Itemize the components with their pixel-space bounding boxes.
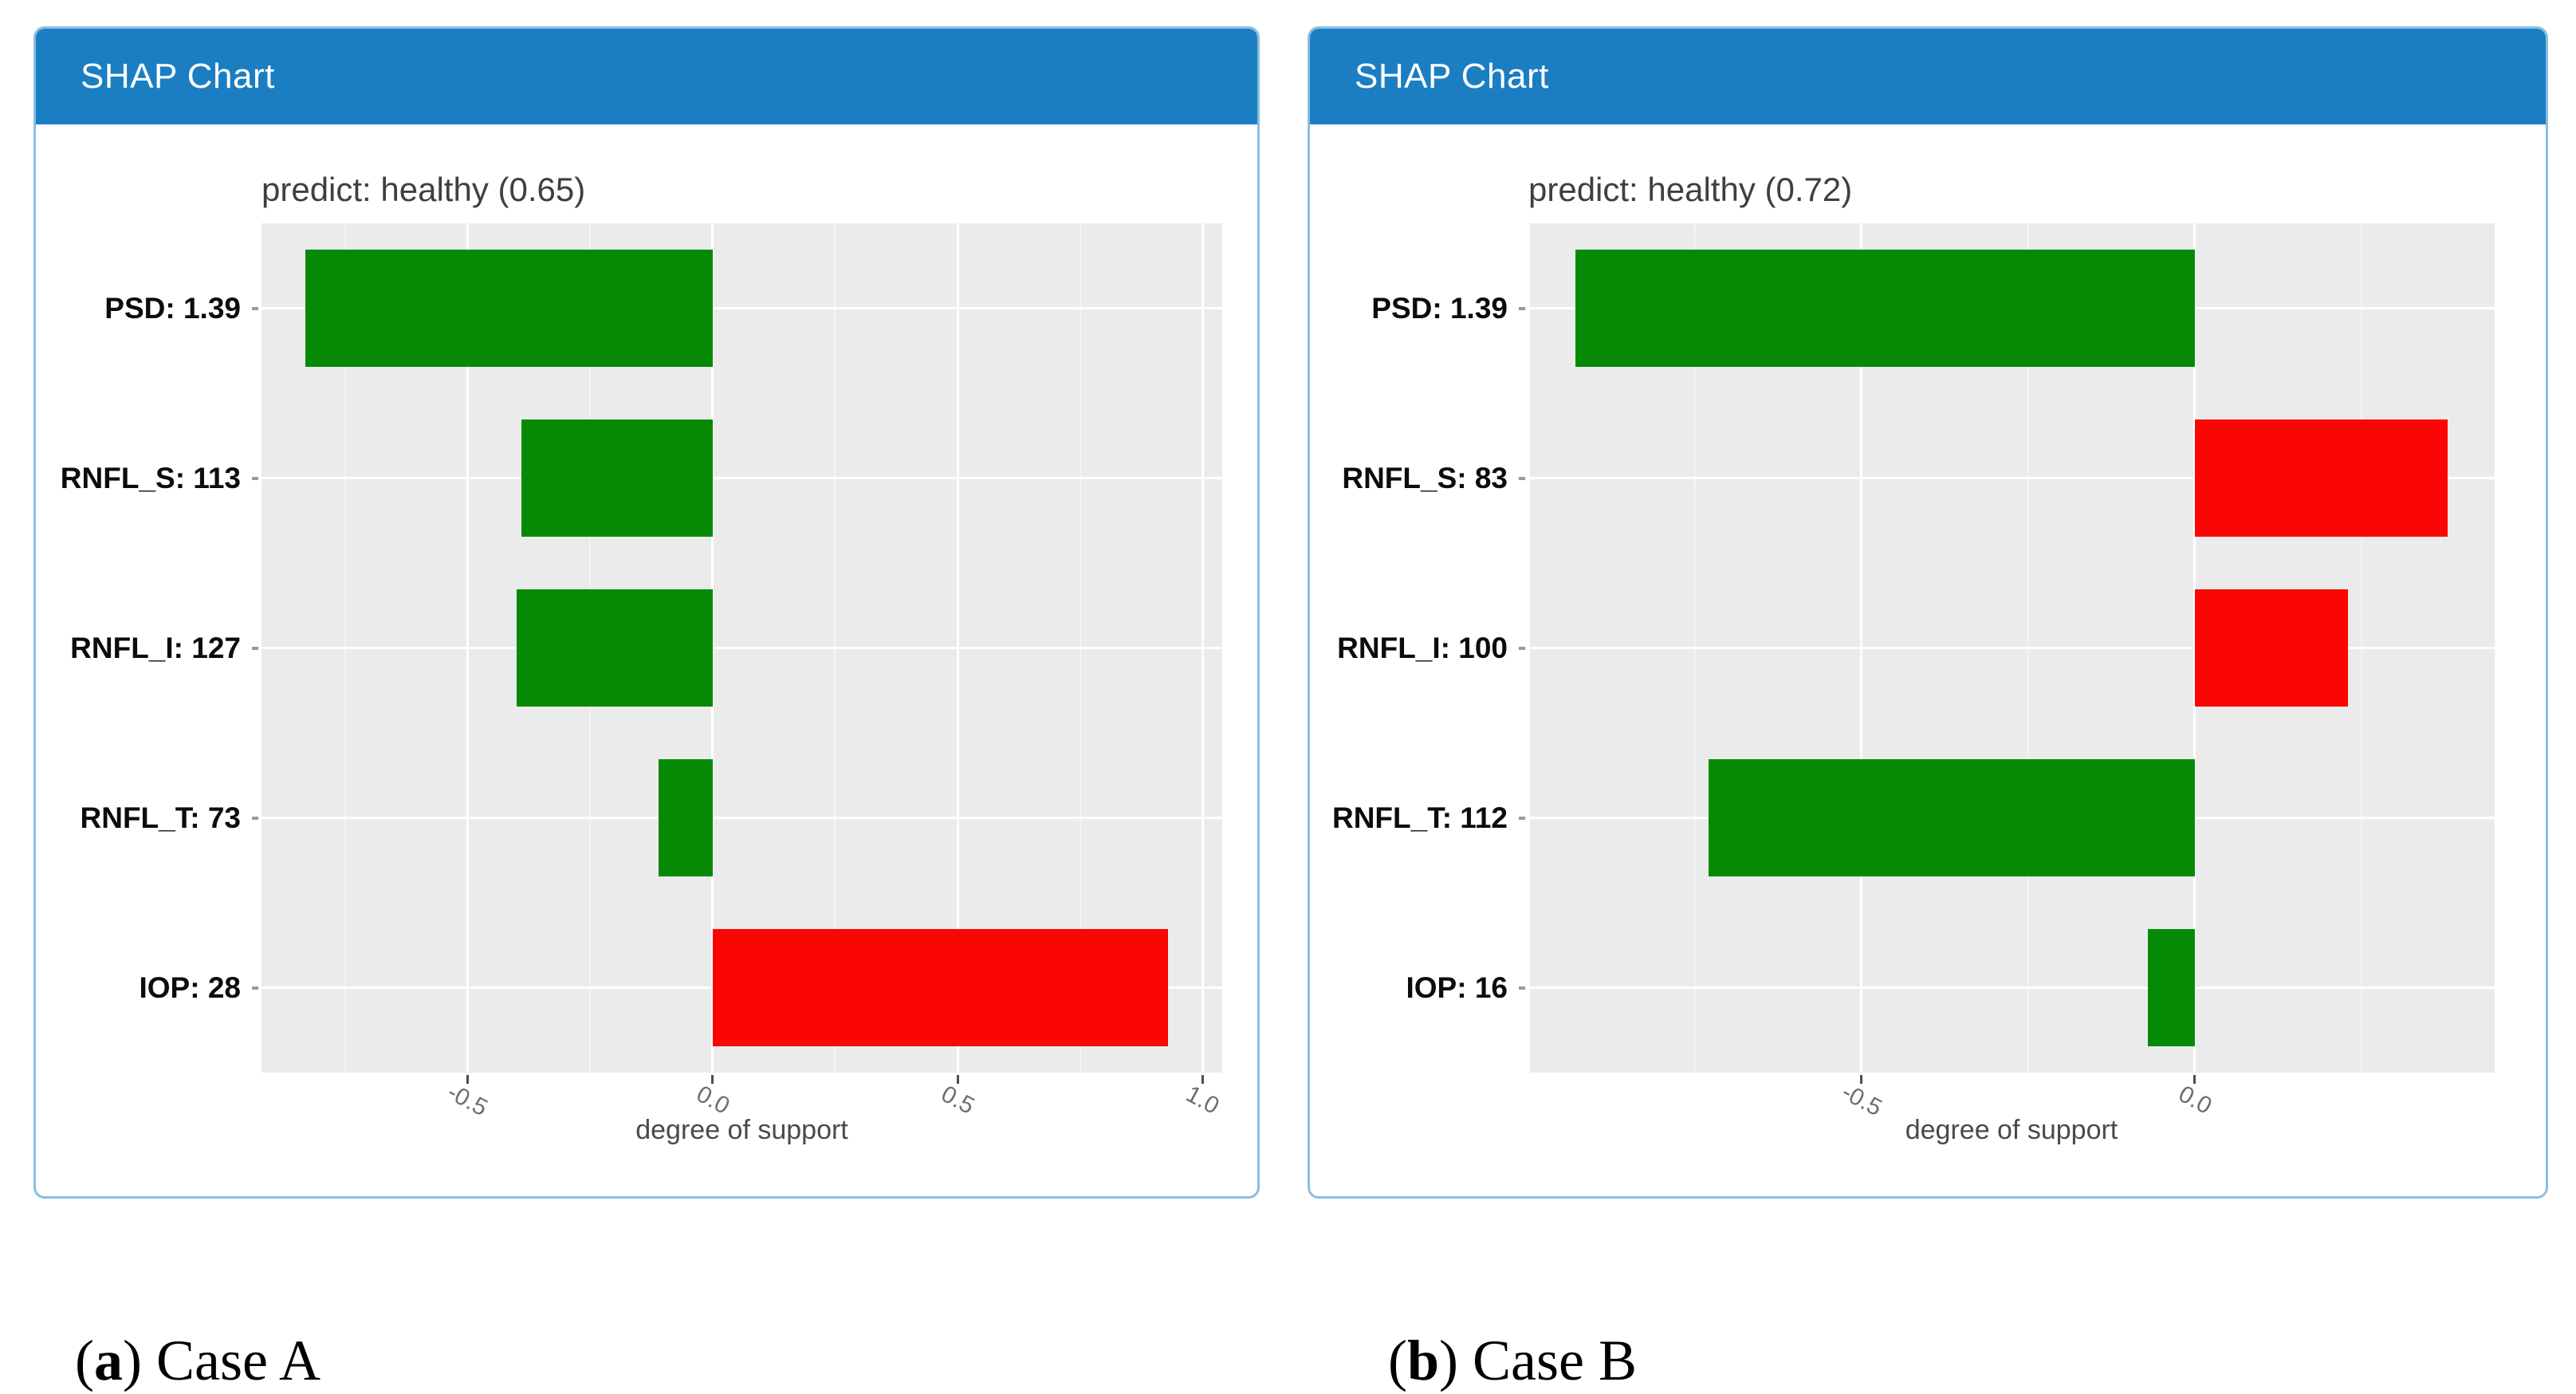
gridline-category	[262, 477, 1222, 479]
shap-chart-a: predict: healthy (0.65) degree of suppor…	[36, 124, 1257, 1196]
category-label: PSD: 1.39	[104, 291, 241, 325]
caption-marker: b	[1406, 1329, 1440, 1392]
figure-caption-a: (a) Case A	[46, 1262, 321, 1394]
category-label: RNFL_T: 73	[80, 801, 241, 834]
bar-iop	[2148, 929, 2195, 1046]
gridline-category	[262, 817, 1222, 819]
category-label: RNFL_T: 112	[1331, 801, 1508, 834]
category-tick-mark	[252, 476, 258, 480]
x-tick-mark	[466, 1075, 469, 1084]
bar-rnfl_t	[658, 759, 713, 876]
shap-card-a: SHAP Chart predict: healthy (0.65) degre…	[33, 26, 1260, 1199]
x-tick-mark	[956, 1075, 959, 1084]
category-tick-mark	[1519, 646, 1525, 650]
caption-paren-close: )	[1439, 1329, 1459, 1392]
category-label: RNFL_S: 113	[60, 461, 241, 494]
shap-chart-b: predict: healthy (0.72) degree of suppor…	[1310, 124, 2546, 1196]
category-tick-mark	[1519, 816, 1525, 820]
category-label: IOP: 16	[1406, 971, 1508, 1004]
bar-rnfl_s	[521, 419, 713, 537]
bar-iop	[712, 929, 1169, 1046]
category-label: RNFL_I: 127	[70, 631, 241, 664]
bar-rnfl_i	[2194, 589, 2349, 707]
x-axis-title: degree of support	[1905, 1115, 2118, 1145]
bar-psd	[305, 250, 713, 367]
category-tick-mark	[252, 306, 258, 310]
category-label: PSD: 1.39	[1371, 291, 1508, 325]
gridline-category	[1528, 986, 2495, 989]
card-header-title: SHAP Chart	[81, 57, 275, 96]
category-tick-mark	[1519, 986, 1525, 990]
category-tick-mark	[252, 816, 258, 820]
bar-rnfl_s	[2194, 419, 2448, 537]
caption-label: Case A	[141, 1329, 321, 1392]
card-header-title: SHAP Chart	[1355, 57, 1549, 96]
category-label: RNFL_I: 100	[1337, 631, 1508, 664]
x-tick-mark	[711, 1075, 714, 1084]
category-tick-mark	[252, 646, 258, 650]
category-label: RNFL_S: 83	[1342, 461, 1508, 494]
gridline-category	[262, 647, 1222, 649]
x-tick-mark	[1201, 1075, 1204, 1084]
caption-label: Case B	[1458, 1329, 1637, 1392]
prediction-title: predict: healthy (0.65)	[262, 171, 586, 208]
x-tick-mark	[1860, 1075, 1863, 1084]
gridline-category	[1528, 647, 2495, 649]
gridline-category	[1528, 477, 2495, 479]
caption-paren-open: (	[1388, 1329, 1407, 1392]
caption-paren-close: )	[122, 1329, 142, 1392]
category-tick-mark	[1519, 476, 1525, 480]
caption-marker: a	[93, 1329, 123, 1392]
category-tick-mark	[1519, 306, 1525, 310]
card-header-a: SHAP Chart	[36, 29, 1257, 124]
x-axis-title: degree of support	[635, 1115, 848, 1145]
plot-area	[262, 223, 1222, 1073]
prediction-title: predict: healthy (0.72)	[1528, 171, 1853, 208]
caption-paren-open: (	[75, 1329, 94, 1392]
shap-card-b: SHAP Chart predict: healthy (0.72) degre…	[1308, 26, 2548, 1199]
figure-caption-b: (b) Case B	[1359, 1262, 1637, 1394]
x-tick-mark	[2193, 1075, 2196, 1084]
category-label: IOP: 28	[139, 971, 242, 1004]
card-header-b: SHAP Chart	[1310, 29, 2546, 124]
bar-rnfl_t	[1708, 759, 2195, 876]
gridline-category	[262, 307, 1222, 309]
plot-area	[1527, 223, 2495, 1073]
bar-psd	[1575, 250, 2195, 367]
bar-rnfl_i	[516, 589, 713, 707]
category-tick-mark	[252, 986, 258, 990]
